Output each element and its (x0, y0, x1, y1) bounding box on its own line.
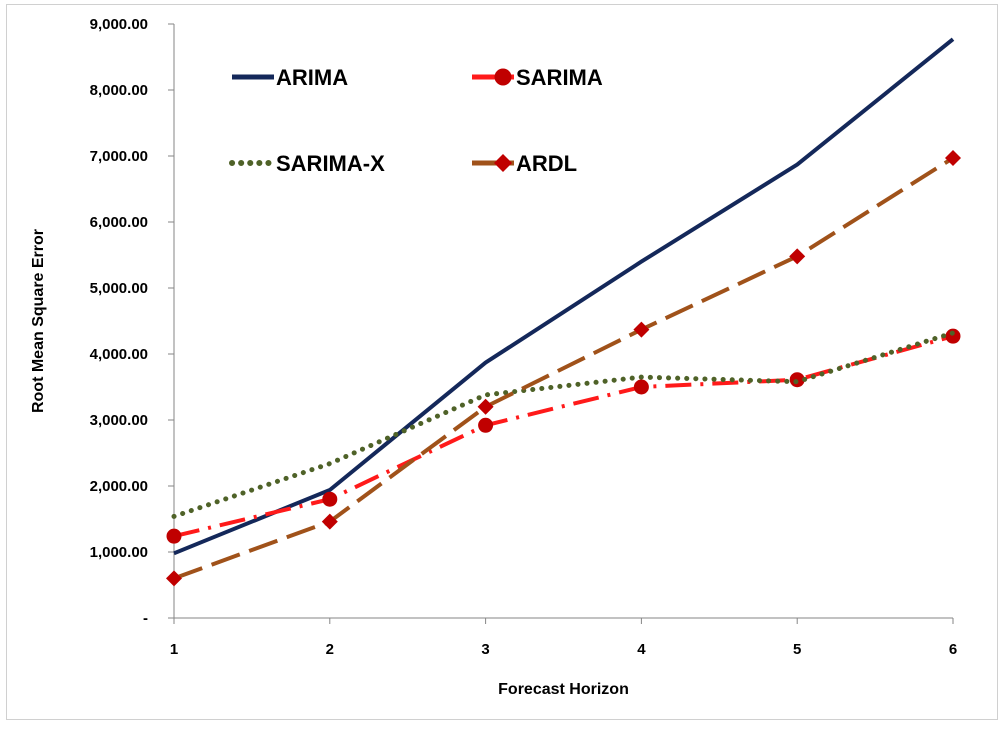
y-tick-label: 9,000.00 (90, 16, 148, 33)
x-tick-label: 3 (481, 641, 489, 658)
series-sarima-x (171, 330, 956, 519)
data-point-diamond (321, 513, 338, 530)
y-tick-label: - (143, 610, 148, 627)
series-sarima (166, 328, 961, 544)
data-point-diamond (477, 398, 494, 415)
series-arima (173, 37, 955, 556)
y-tick-label: 3,000.00 (90, 412, 148, 429)
series-line (173, 156, 955, 581)
legend-label: SARIMA-X (276, 151, 385, 176)
y-tick-label: 4,000.00 (90, 346, 148, 363)
legend-item-ardl: ARDL (472, 151, 577, 176)
data-point-circle (478, 417, 494, 433)
y-tick-label: 1,000.00 (90, 544, 148, 561)
data-point-circle (322, 491, 338, 507)
legend-item-sarima: SARIMA (472, 65, 603, 90)
y-tick-label: 5,000.00 (90, 280, 148, 297)
y-tick-label: 2,000.00 (90, 478, 148, 495)
axes (168, 23, 954, 624)
x-tick-label: 1 (170, 641, 178, 658)
data-point-diamond (633, 321, 650, 338)
series-layer (166, 37, 961, 587)
y-axis-title: Root Mean Square Error (30, 229, 47, 413)
legend-item-sarima-x: SARIMA-X (229, 151, 385, 176)
series-line (171, 330, 956, 519)
x-axis-title: Forecast Horizon (498, 681, 629, 698)
series-ardl (166, 149, 961, 587)
data-point-circle (633, 379, 649, 395)
legend-item-arima: ARIMA (232, 65, 348, 90)
y-tick-label: 8,000.00 (90, 82, 148, 99)
tick-labels: - 1,000.00 2,000.00 3,000.00 4,000.00 5,000.0… (90, 16, 958, 658)
legend: ARIMA SARIMA SARIMA-X ARDL (229, 65, 603, 176)
legend-label: ARDL (516, 151, 577, 176)
data-point-diamond (945, 149, 961, 166)
series-line (173, 37, 955, 556)
chart-frame (6, 4, 998, 720)
data-point-diamond (789, 248, 806, 265)
legend-label: ARIMA (276, 65, 348, 90)
x-tick-label: 5 (793, 641, 801, 658)
y-tick-label: 7,000.00 (90, 148, 148, 165)
y-tick-label: 6,000.00 (90, 214, 148, 231)
legend-label: SARIMA (516, 65, 603, 90)
x-tick-label: 2 (326, 641, 334, 658)
data-point-diamond (166, 570, 182, 587)
x-tick-label: 4 (637, 641, 646, 658)
data-point-diamond (494, 154, 512, 172)
x-tick-label: 6 (949, 641, 957, 658)
data-point-circle (166, 528, 182, 544)
data-point-circle (494, 68, 512, 86)
